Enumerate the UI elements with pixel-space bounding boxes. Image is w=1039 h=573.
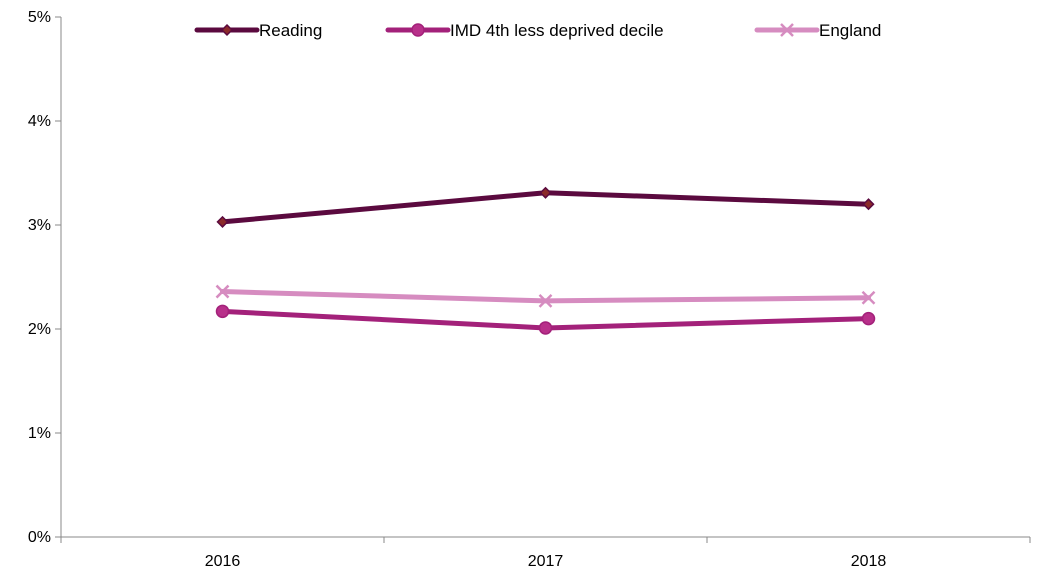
legend-label: England — [819, 21, 881, 40]
data-point — [215, 284, 230, 299]
legend-item: England — [754, 21, 881, 40]
y-tick-label: 4% — [28, 113, 51, 130]
data-point — [861, 311, 876, 326]
data-point — [215, 304, 230, 319]
data-point-stroke — [861, 290, 876, 305]
legend-marker — [411, 23, 425, 37]
axes: 0% 1% 2% 3% 4% 5% 2016 2017 2018 — [28, 9, 1031, 570]
legend-marker — [780, 23, 794, 37]
x-tick-label: 2018 — [851, 553, 887, 570]
legend-label: IMD 4th less deprived decile — [450, 21, 664, 40]
legend-label: Reading — [259, 21, 322, 40]
data-point — [216, 215, 229, 228]
y-tick-label: 3% — [28, 217, 51, 234]
y-tick-label: 5% — [28, 9, 51, 26]
x-tick-label: 2017 — [528, 553, 564, 570]
legend-item: IMD 4th less deprived decile — [385, 21, 664, 40]
legend-marker — [220, 23, 234, 37]
x-tick-label: 2016 — [205, 553, 241, 570]
data-point — [862, 198, 875, 211]
data-point — [861, 290, 876, 305]
y-tick-label: 2% — [28, 321, 51, 338]
series-1 — [215, 304, 876, 335]
data-point — [539, 186, 552, 199]
y-tick-label: 0% — [28, 529, 51, 546]
series-layer — [215, 186, 876, 335]
series-2 — [215, 284, 876, 308]
legend-item: Reading — [194, 21, 322, 40]
data-point-stroke — [538, 294, 553, 308]
data-point — [538, 294, 553, 308]
legend: Reading IMD 4th less deprived decile Engla… — [194, 21, 881, 40]
y-tick-label: 1% — [28, 425, 51, 442]
legend-marker-stroke — [780, 23, 794, 37]
series-0 — [216, 186, 875, 228]
data-point-stroke — [215, 284, 230, 299]
data-point — [538, 321, 553, 335]
